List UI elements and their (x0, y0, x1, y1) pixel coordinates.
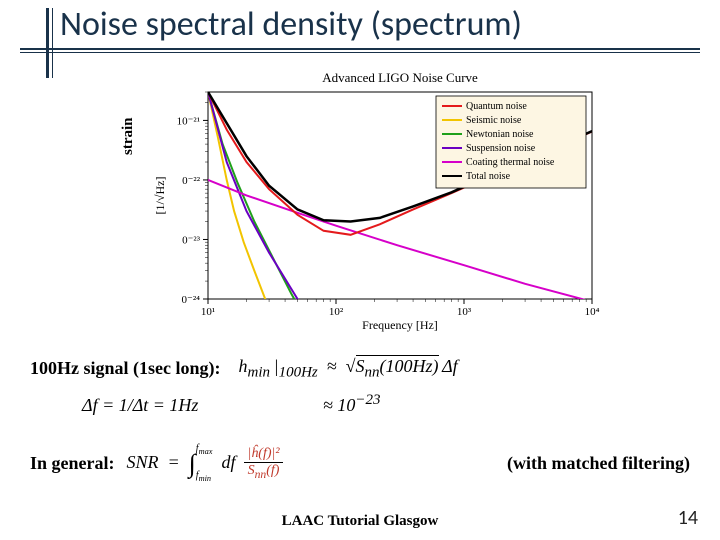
title-rule-thick (20, 48, 700, 50)
svg-text:Suspension noise: Suspension noise (466, 143, 536, 154)
title-vline-thick (46, 8, 49, 78)
svg-text:Quantum noise: Quantum noise (466, 101, 527, 112)
svg-text:10²: 10² (329, 306, 344, 318)
eq-row-1: 100Hz signal (1sec long): hmin |100Hz ≈ … (30, 356, 690, 382)
eq2a-formula: Δf = 1/Δt = 1Hz (82, 395, 198, 415)
noise-chart: Advanced LIGO Noise Curve 10¹ 10² 10³ 10⁴ 0⁻²… (150, 68, 600, 333)
eq2b-formula: ≈ 10−23 (323, 395, 381, 415)
eq-row-2: Δf = 1/Δt = 1Hz ≈ 10−23 (82, 392, 690, 416)
svg-text:0⁻²³: 0⁻²³ (182, 234, 201, 246)
svg-text:0⁻²⁴: 0⁻²⁴ (182, 294, 201, 306)
svg-text:Advanced LIGO Noise Curve: Advanced LIGO Noise Curve (322, 70, 478, 85)
svg-text:10³: 10³ (457, 306, 472, 318)
svg-text:Seismic noise: Seismic noise (466, 115, 522, 126)
strain-axis-label: strain (120, 118, 137, 156)
eq3-note: (with matched filtering) (507, 453, 690, 474)
footer-text: LAAC Tutorial Glasgow (0, 513, 720, 530)
eq3-formula: SNR = ∫fmaxfmin df |ĥ(f)|² Snn(f) (127, 444, 283, 484)
page-title: Noise spectral density (spectrum) (60, 4, 522, 45)
page-number: 14 (678, 506, 698, 530)
slide: Noise spectral density (spectrum) strain… (0, 0, 720, 540)
eq1-label: 100Hz signal (1sec long): (30, 358, 221, 379)
svg-text:10⁻²¹: 10⁻²¹ (177, 115, 200, 127)
title-band: Noise spectral density (spectrum) (0, 0, 720, 64)
svg-text:Coating thermal noise: Coating thermal noise (466, 157, 555, 168)
svg-text:0⁻²²: 0⁻²² (182, 175, 201, 187)
svg-text:10⁴: 10⁴ (585, 306, 600, 318)
svg-text:Total noise: Total noise (466, 171, 511, 182)
svg-text:10¹: 10¹ (201, 306, 215, 318)
eq1-formula: hmin |100Hz ≈ √Snn(100Hz) Δf (239, 356, 458, 382)
title-vline-thin (52, 8, 53, 78)
eq3-label: In general: (30, 453, 115, 474)
title-rule-thin (20, 52, 700, 53)
equations-block: 100Hz signal (1sec long): hmin |100Hz ≈ … (30, 350, 690, 484)
noise-chart-svg: Advanced LIGO Noise Curve 10¹ 10² 10³ 10⁴ 0⁻²… (150, 68, 600, 333)
svg-text:[1/√Hz]: [1/√Hz] (153, 177, 167, 215)
svg-text:Frequency [Hz]: Frequency [Hz] (362, 318, 438, 332)
eq-row-3: In general: SNR = ∫fmaxfmin df |ĥ(f)|² S… (30, 444, 690, 484)
svg-text:Newtonian noise: Newtonian noise (466, 129, 534, 140)
